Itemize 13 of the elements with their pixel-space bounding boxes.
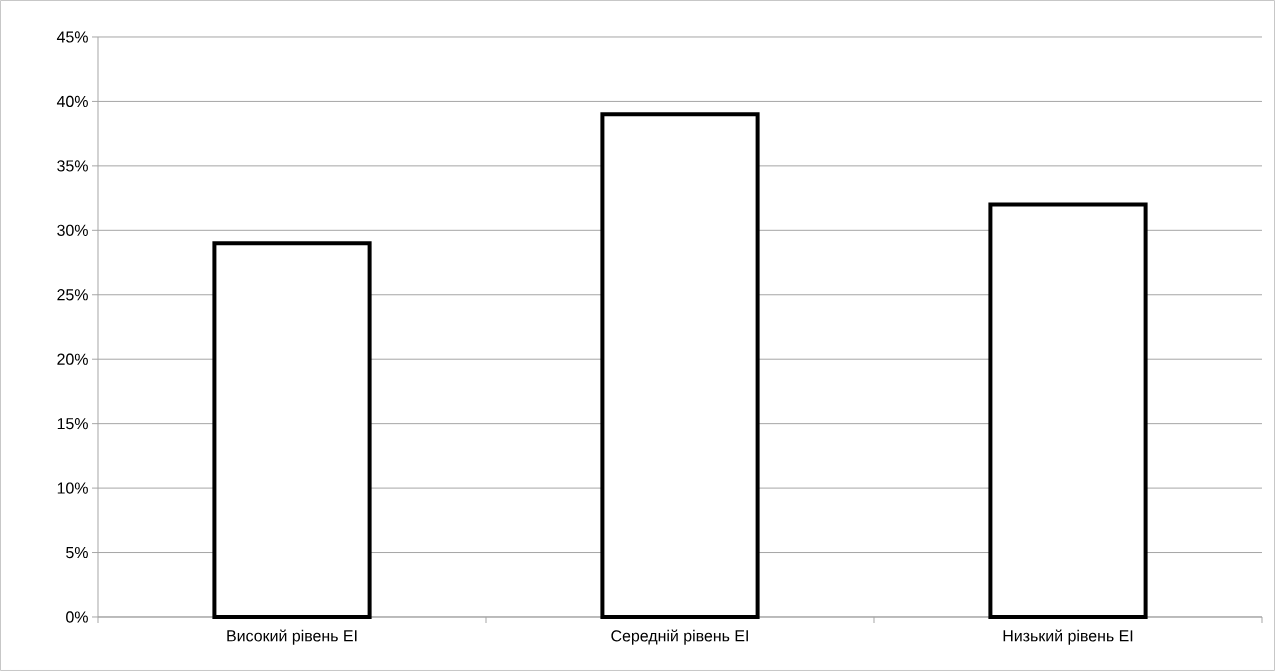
y-tick-label: 25% — [57, 289, 88, 301]
y-tick-label: 20% — [57, 353, 88, 365]
y-tick-label: 40% — [56, 95, 88, 108]
y-tick-label: 5% — [66, 546, 88, 559]
x-tick-label: Низький рівень EI — [1003, 629, 1133, 645]
y-tick-label: 35% — [57, 160, 88, 172]
x-tick-label: Високий рівень EI — [227, 629, 357, 645]
y-tick-label: 15% — [57, 418, 88, 430]
y-tick-label: 0% — [66, 611, 88, 623]
y-tick-label: 45% — [56, 31, 88, 43]
y-tick-label: 10% — [57, 482, 88, 494]
x-tick-label: Середній рівень EI — [611, 629, 748, 645]
y-tick-label: 30% — [57, 224, 88, 236]
